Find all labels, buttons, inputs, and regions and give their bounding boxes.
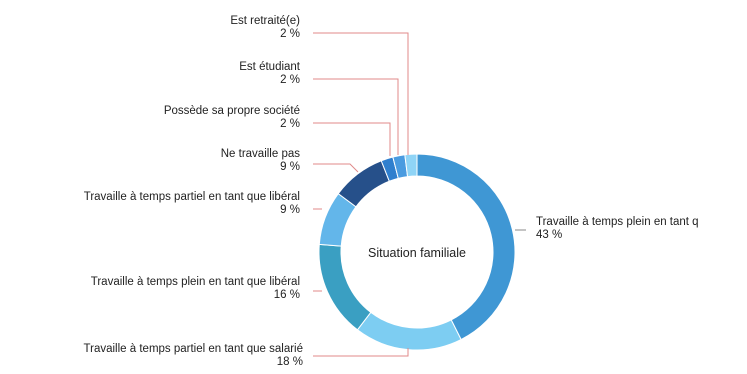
slice-value-label: 43 % [536,229,562,241]
slice-label: Travaille à temps partiel en tant que li… [84,191,300,203]
leader-line [313,122,391,156]
slice-label: Travaille à temps plein en tant q [536,216,699,228]
slice-label: Ne travaille pas [221,148,301,160]
slice-value-label: 2 % [280,118,300,130]
donut-slice [337,160,390,208]
leader-line [313,32,409,155]
donut-slice [356,311,462,351]
donut-slices [318,153,516,351]
slice-label: Est retraité(e) [230,15,300,27]
slice-value-label: 9 % [280,204,300,216]
slice-value-label: 9 % [280,161,300,173]
slice-value-label: 18 % [277,356,303,368]
slice-value-label: 2 % [280,28,300,40]
slice-value-label: 2 % [280,74,300,86]
donut-slice [404,153,418,178]
donut-slice [318,243,372,331]
slice-value-label: 16 % [274,289,300,301]
slice-labels: Travaille à temps plein en tant q43 % Tra… [84,15,699,368]
leader-line [313,163,359,173]
slice-label: Est étudiant [239,61,301,73]
center-label: Situation familiale [368,246,466,260]
leader-line [313,78,399,155]
slice-label: Travaille à temps partiel en tant que sa… [84,343,303,355]
slice-label: Possède sa propre société [164,105,300,117]
leader-lines [313,32,526,357]
slice-label: Travaille à temps plein en tant que libé… [91,276,300,288]
leader-line [313,348,409,357]
